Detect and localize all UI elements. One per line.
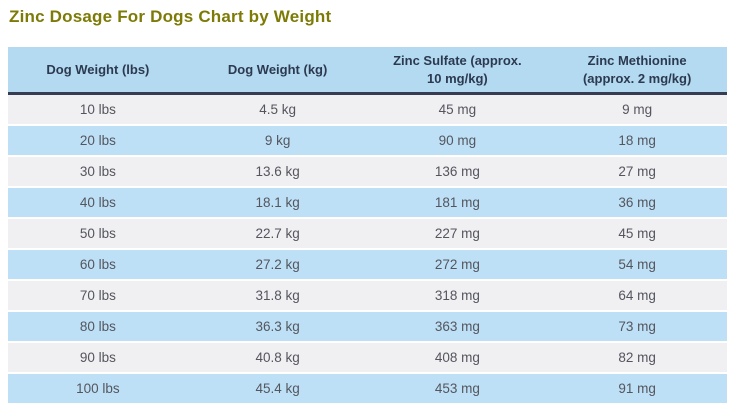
dosage-table: Dog Weight (lbs) Dog Weight (kg) Zinc Su… — [8, 47, 727, 403]
table-cell: 82 mg — [547, 341, 727, 373]
table-cell: 408 mg — [367, 341, 548, 373]
table-cell: 9 kg — [187, 124, 368, 156]
table-cell: 36.3 kg — [187, 310, 368, 342]
table-cell: 136 mg — [367, 155, 548, 187]
table-cell: 272 mg — [367, 248, 548, 280]
table-cell: 70 lbs — [8, 279, 188, 311]
table-cell: 91 mg — [547, 372, 727, 403]
header-cell-dog-weight-lbs: Dog Weight (lbs) — [8, 47, 188, 95]
table-cell: 54 mg — [547, 248, 727, 280]
table-cell: 227 mg — [367, 217, 548, 249]
table-cell: 45 mg — [367, 92, 548, 125]
table-cell: 90 lbs — [8, 341, 188, 373]
table-cell: 22.7 kg — [187, 217, 368, 249]
header-cell-dog-weight-kg: Dog Weight (kg) — [187, 47, 368, 95]
table-body: 10 lbs 4.5 kg 45 mg 9 mg 20 lbs 9 kg 90 mg 18 m… — [8, 92, 727, 403]
dosage-table-container: Dog Weight (lbs) Dog Weight (kg) Zinc Su… — [8, 47, 727, 403]
table-row: 70 lbs 31.8 kg 318 mg 64 mg — [8, 279, 727, 311]
table-header: Dog Weight (lbs) Dog Weight (kg) Zinc Su… — [8, 47, 727, 95]
table-cell: 64 mg — [547, 279, 727, 311]
table-cell: 453 mg — [367, 372, 548, 403]
table-cell: 45 mg — [547, 217, 727, 249]
table-row: 100 lbs 45.4 kg 453 mg 91 mg — [8, 372, 727, 403]
table-cell: 27 mg — [547, 155, 727, 187]
table-cell: 20 lbs — [8, 124, 188, 156]
table-cell: 50 lbs — [8, 217, 188, 249]
table-cell: 36 mg — [547, 186, 727, 218]
table-cell: 27.2 kg — [187, 248, 368, 280]
page-title: Zinc Dosage For Dogs Chart by Weight — [9, 7, 332, 26]
table-cell: 10 lbs — [8, 92, 188, 125]
table-cell: 100 lbs — [8, 372, 188, 403]
table-cell: 181 mg — [367, 186, 548, 218]
table-row: 40 lbs 18.1 kg 181 mg 36 mg — [8, 186, 727, 218]
table-cell: 40.8 kg — [187, 341, 368, 373]
header-cell-zinc-methionine: Zinc Methionine (approx. 2 mg/kg) — [547, 47, 727, 95]
table-cell: 30 lbs — [8, 155, 188, 187]
table-row: 90 lbs 40.8 kg 408 mg 82 mg — [8, 341, 727, 373]
table-row: 20 lbs 9 kg 90 mg 18 mg — [8, 124, 727, 156]
table-row: 80 lbs 36.3 kg 363 mg 73 mg — [8, 310, 727, 342]
table-cell: 73 mg — [547, 310, 727, 342]
table-cell: 31.8 kg — [187, 279, 368, 311]
table-cell: 60 lbs — [8, 248, 188, 280]
table-cell: 90 mg — [367, 124, 548, 156]
table-cell: 40 lbs — [8, 186, 188, 218]
table-row: 50 lbs 22.7 kg 227 mg 45 mg — [8, 217, 727, 249]
table-cell: 18.1 kg — [187, 186, 368, 218]
table-cell: 13.6 kg — [187, 155, 368, 187]
header-row: Dog Weight (lbs) Dog Weight (kg) Zinc Su… — [8, 47, 727, 95]
table-cell: 363 mg — [367, 310, 548, 342]
table-row: 10 lbs 4.5 kg 45 mg 9 mg — [8, 92, 727, 125]
table-cell: 45.4 kg — [187, 372, 368, 403]
table-cell: 18 mg — [547, 124, 727, 156]
header-cell-zinc-sulfate: Zinc Sulfate (approx. 10 mg/kg) — [367, 47, 548, 95]
table-cell: 318 mg — [367, 279, 548, 311]
table-row: 60 lbs 27.2 kg 272 mg 54 mg — [8, 248, 727, 280]
table-row: 30 lbs 13.6 kg 136 mg 27 mg — [8, 155, 727, 187]
table-cell: 9 mg — [547, 92, 727, 125]
table-cell: 4.5 kg — [187, 92, 368, 125]
table-cell: 80 lbs — [8, 310, 188, 342]
